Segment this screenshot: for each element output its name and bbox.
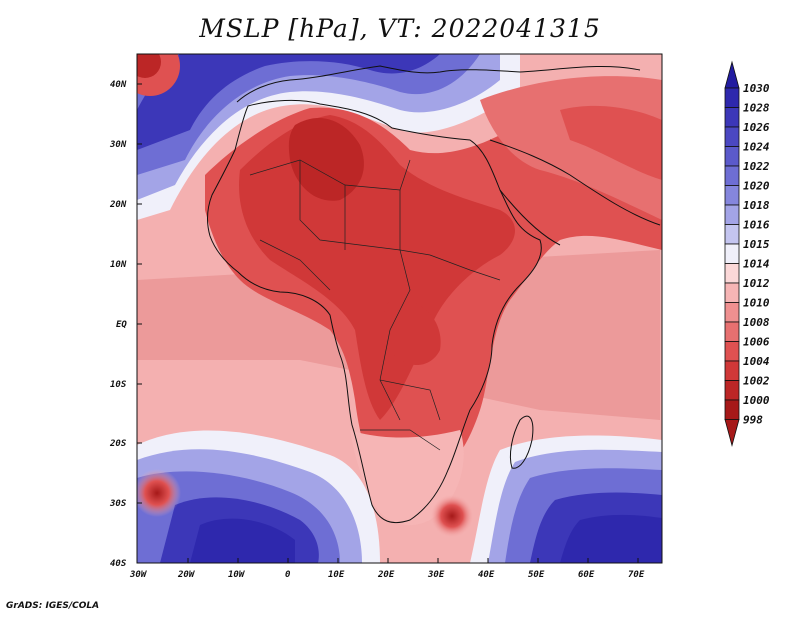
colorbar-swatch (724, 204, 740, 225)
colorbar-label: 998 (743, 414, 763, 427)
lat-label: 10N (110, 260, 127, 270)
lon-label: 10W (228, 570, 246, 580)
latitude-axis: 40N 30N 20N 10N EQ 10S 20S 30S 40S (109, 80, 142, 569)
lon-label: 60E (578, 570, 595, 580)
colorbar: 1030 1028 1026 1024 1022 1020 1018 1016 1015 1014… (724, 60, 770, 448)
colorbar-label: 1030 (743, 82, 770, 95)
colorbar-swatch (724, 360, 740, 381)
lon-label: 50E (528, 570, 545, 580)
colorbar-arrow-top (724, 60, 740, 89)
lon-label: 20E (377, 570, 395, 580)
lat-label: 20S (109, 439, 127, 449)
colorbar-arrow-bottom (724, 419, 740, 448)
colorbar-label: 1010 (743, 297, 770, 310)
colorbar-label: 1002 (743, 375, 770, 388)
lat-label: 10S (110, 380, 127, 390)
lon-label: 30E (427, 570, 445, 580)
colorbar-swatch (724, 263, 740, 284)
pressure-field (137, 54, 662, 563)
colorbar-label: 1012 (743, 277, 770, 290)
colorbar-swatch (724, 243, 740, 264)
lon-label: 20W (177, 570, 196, 580)
europe-coastline (236, 65, 641, 103)
colorbar-label: 1004 (743, 355, 770, 368)
colorbar-label: 1016 (743, 219, 770, 232)
colorbar-label: 1020 (743, 180, 770, 193)
lon-label: 30W (129, 570, 148, 580)
colorbar-swatch (724, 302, 740, 323)
country-borders (249, 159, 501, 451)
colorbar-label: 1006 (743, 336, 770, 349)
colorbar-swatch (724, 87, 740, 108)
colorbar-swatch (724, 107, 740, 128)
colorbar-swatch (724, 341, 740, 362)
lat-label: 20N (109, 200, 127, 210)
colorbar-swatch (724, 380, 740, 401)
plot-frame (136, 53, 663, 564)
colorbar-swatch (724, 399, 740, 420)
lon-label: 0 (285, 570, 291, 580)
colorbar-label: 1000 (743, 394, 770, 407)
lat-label: 40N (110, 80, 127, 90)
africa-coastline (207, 99, 542, 524)
lat-label: 30S (109, 499, 127, 509)
lat-label: 30N (109, 140, 127, 150)
colorbar-swatch (724, 185, 740, 206)
colorbar-swatch (724, 165, 740, 186)
lon-label: 40E (478, 570, 495, 580)
colorbar-label: 1026 (743, 121, 770, 134)
lon-label: 70E (628, 570, 645, 580)
madagascar-outline (509, 415, 534, 469)
colorbar-label: 1022 (743, 160, 770, 173)
lon-label: 10E (328, 570, 345, 580)
longitude-axis: 30W 20W 10W 0 10E 20E 30E 40E 50E 60E 70… (129, 558, 645, 580)
colorbar-label: 1018 (743, 199, 770, 212)
colorbar-label: 1024 (743, 141, 770, 154)
lat-label: 40S (110, 559, 127, 569)
colorbar-swatch (724, 321, 740, 342)
colorbar-label: 1008 (743, 316, 770, 329)
colorbar-label: 1014 (743, 258, 770, 271)
colorbar-label: 1028 (743, 102, 770, 115)
map-title: MSLP [hPa], VT: 2022041315 (199, 14, 601, 43)
grads-credit: GrADS: IGES/COLA (6, 601, 100, 611)
colorbar-swatch (724, 224, 740, 245)
colorbar-swatch (724, 146, 740, 167)
colorbar-swatch (724, 126, 740, 147)
colorbar-swatch (724, 282, 740, 303)
lat-label: EQ (116, 320, 127, 330)
colorbar-label: 1015 (743, 238, 770, 251)
